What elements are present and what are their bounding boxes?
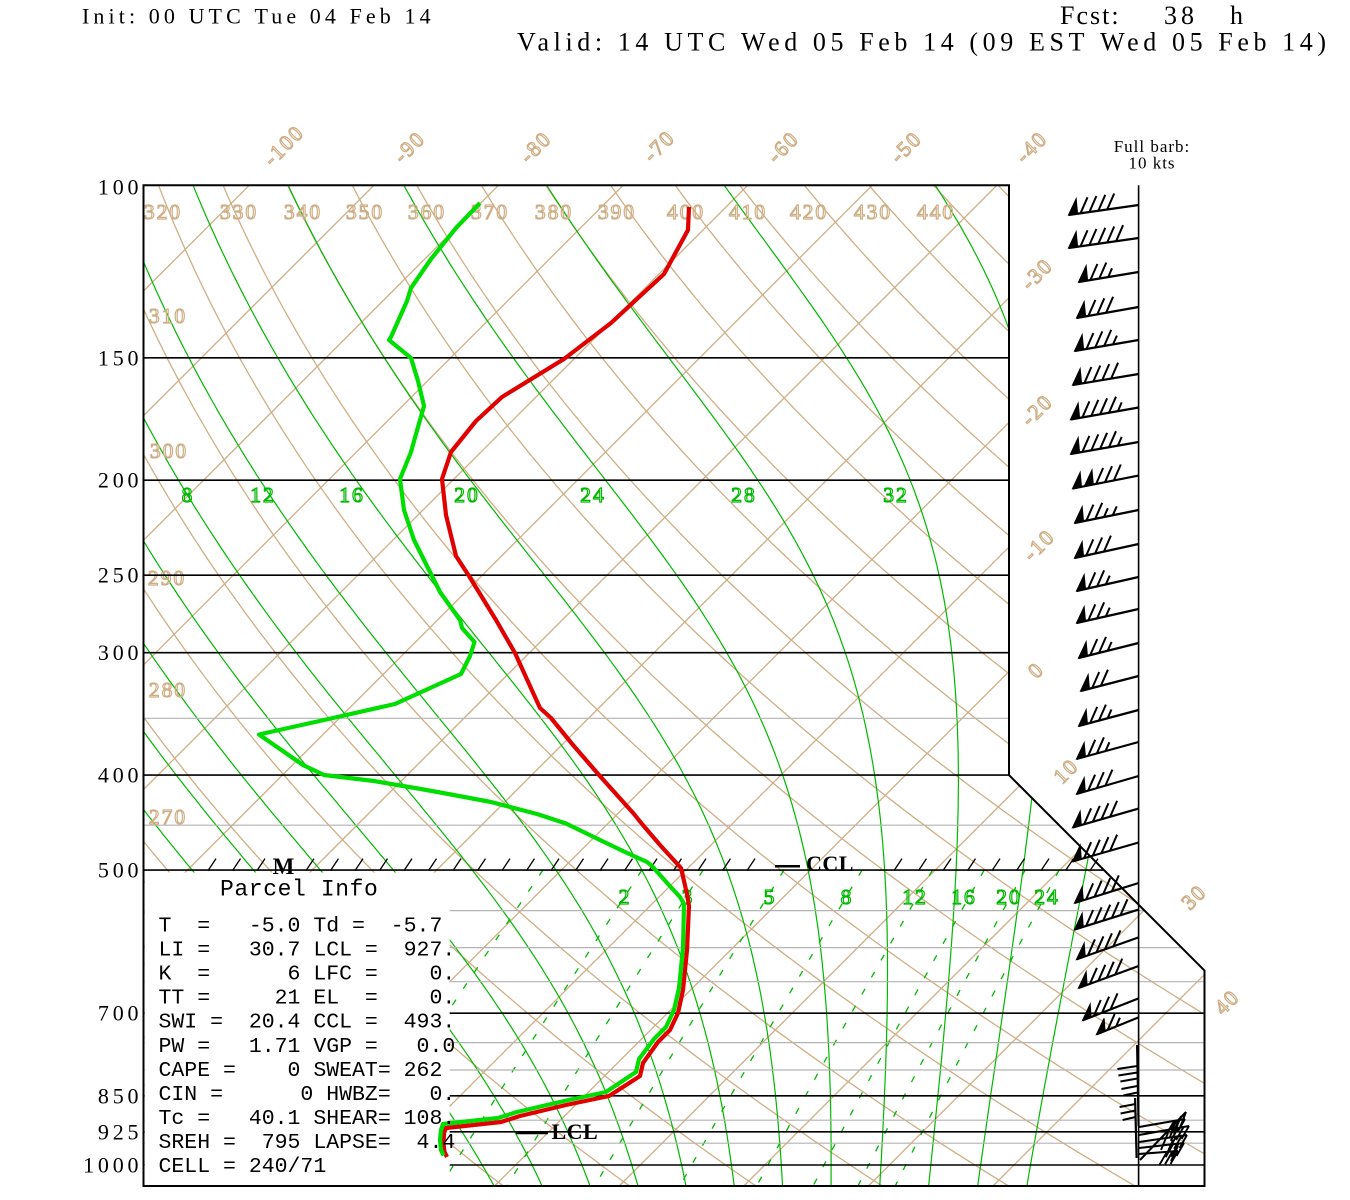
svg-text:Valid: 14 UTC Wed 05 Feb 14 (0: Valid: 14 UTC Wed 05 Feb 14 (09 EST Wed … (517, 28, 1331, 57)
svg-text:440: 440 (917, 200, 955, 224)
svg-text:16: 16 (339, 483, 365, 507)
svg-text:430: 430 (854, 200, 892, 224)
svg-text:400: 400 (98, 763, 142, 788)
svg-text:8: 8 (182, 483, 195, 507)
svg-text:310: 310 (149, 304, 187, 328)
svg-text:5: 5 (764, 885, 777, 909)
svg-text:Fcst:: Fcst: (1060, 1, 1121, 30)
svg-text:32: 32 (883, 483, 909, 507)
svg-text:12: 12 (902, 885, 928, 909)
svg-text:Full barb:: Full barb: (1114, 137, 1191, 156)
svg-text:150: 150 (98, 345, 142, 370)
svg-text:K = 6 LFC = 0.: K = 6 LFC = 0. (159, 963, 456, 987)
svg-text:380: 380 (535, 200, 573, 224)
svg-text:12: 12 (250, 483, 276, 507)
svg-text:M: M (273, 854, 295, 879)
svg-text:420: 420 (790, 200, 828, 224)
svg-text:CELL = 240/71: CELL = 240/71 (159, 1155, 327, 1179)
svg-text:20: 20 (454, 483, 480, 507)
svg-text:28: 28 (731, 483, 757, 507)
svg-text:2: 2 (619, 885, 632, 909)
svg-text:360: 360 (408, 200, 446, 224)
svg-text:200: 200 (98, 468, 142, 493)
svg-text:CCL: CCL (806, 851, 854, 876)
svg-text:250: 250 (98, 563, 142, 588)
svg-text:10 kts: 10 kts (1128, 154, 1175, 173)
svg-text:390: 390 (598, 200, 636, 224)
svg-text:410: 410 (729, 200, 767, 224)
svg-text:PW = 1.71 VGP = 0.0: PW = 1.71 VGP = 0.0 (159, 1035, 456, 1059)
svg-text:24: 24 (1034, 885, 1060, 909)
svg-text:8: 8 (841, 885, 854, 909)
svg-text:280: 280 (149, 678, 187, 702)
svg-text:850: 850 (98, 1083, 142, 1108)
svg-text:CIN = 0 HWBZ= 0.: CIN = 0 HWBZ= 0. (159, 1083, 456, 1107)
svg-text:Parcel Info: Parcel Info (220, 876, 378, 902)
svg-text:24: 24 (580, 483, 606, 507)
svg-text:100: 100 (98, 175, 142, 200)
svg-text:16: 16 (951, 885, 977, 909)
svg-text:Init: 00 UTC Tue 04 Feb 14: Init: 00 UTC Tue 04 Feb 14 (82, 4, 435, 29)
svg-text:Tc = 40.1 SHEAR= 108.: Tc = 40.1 SHEAR= 108. (159, 1107, 456, 1131)
svg-text:LCL: LCL (552, 1119, 599, 1144)
svg-text:400: 400 (667, 200, 705, 224)
svg-text:TT = 21 EL = 0.: TT = 21 EL = 0. (159, 987, 456, 1011)
svg-text:290: 290 (148, 566, 186, 590)
svg-text:SWI = 20.4 CCL = 493.: SWI = 20.4 CCL = 493. (159, 1011, 456, 1035)
svg-text:700: 700 (98, 1001, 142, 1026)
svg-text:T = -5.0 Td = -5.7: T = -5.0 Td = -5.7 (159, 915, 443, 939)
svg-text:SREH = 795 LAPSE= 4.4: SREH = 795 LAPSE= 4.4 (159, 1131, 456, 1155)
svg-text:CAPE = 0 SWEAT= 262: CAPE = 0 SWEAT= 262 (159, 1059, 443, 1083)
svg-text:38: 38 (1164, 1, 1198, 30)
svg-text:20: 20 (996, 885, 1022, 909)
svg-text:300: 300 (98, 640, 142, 665)
svg-text:1000: 1000 (83, 1153, 142, 1178)
svg-text:500: 500 (98, 858, 142, 883)
svg-text:330: 330 (220, 200, 258, 224)
svg-text:h: h (1230, 1, 1243, 30)
svg-text:350: 350 (346, 200, 384, 224)
svg-text:925: 925 (98, 1119, 142, 1144)
svg-text:340: 340 (284, 200, 322, 224)
svg-text:320: 320 (144, 200, 182, 224)
svg-text:LI = 30.7 LCL = 927.: LI = 30.7 LCL = 927. (159, 939, 456, 963)
svg-text:300: 300 (150, 439, 188, 463)
